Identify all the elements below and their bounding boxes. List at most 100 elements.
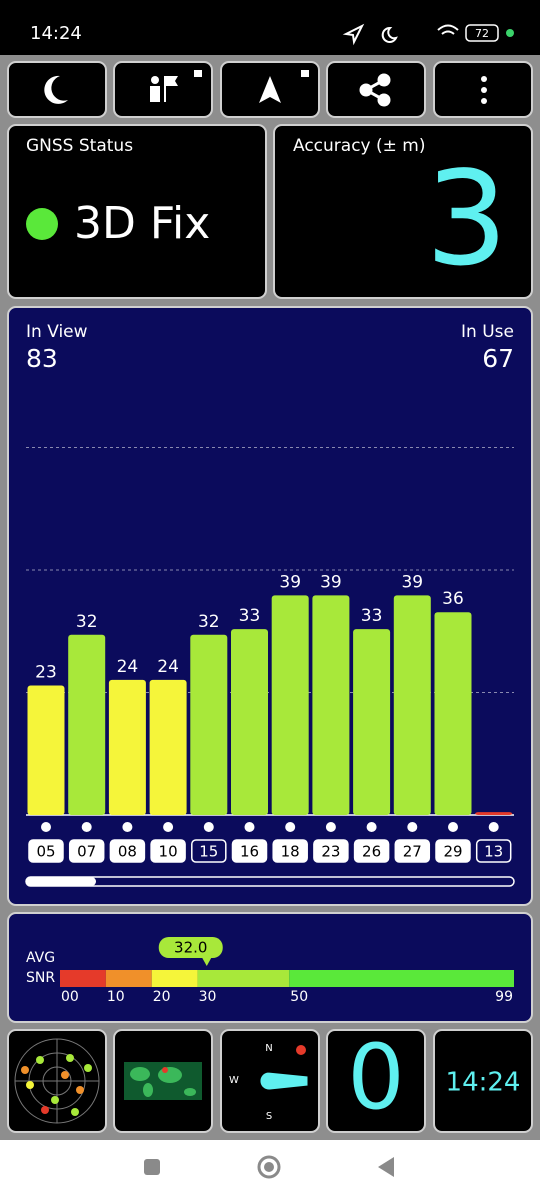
snr-tick-label: 30 [199,989,217,1005]
compass-n: N [265,1043,272,1054]
in-use-value: 67 [482,344,514,373]
snr-tick-label: 99 [495,989,513,1005]
nav-home-dot [264,1162,274,1172]
prn-label: 27 [403,843,422,861]
bar-label: 33 [361,606,383,626]
prn-box [191,839,227,863]
snr-tick-label: 10 [107,989,125,1005]
prn-label: 23 [321,843,340,861]
bar-label: 32 [76,612,98,632]
bar-label: 33 [239,606,261,626]
prn-box [435,839,471,863]
location-icon [342,23,365,46]
prn-box [394,839,431,863]
prn-box [475,839,512,863]
prn-box [353,839,390,863]
prn-label: 10 [159,843,178,861]
snr-label: SNR [26,970,55,986]
radar [14,1038,100,1124]
poi-button[interactable] [113,61,213,118]
bar-label: 39 [279,572,301,592]
compass-w: W [229,1075,239,1086]
accuracy-value: 3 [425,143,508,295]
bar [271,595,309,815]
bar-label: 32 [198,612,220,632]
navigate-icon [259,76,281,103]
prn-box [28,839,64,863]
in-view-value: 83 [26,344,58,373]
prn-label: 16 [240,843,259,861]
snr-bubble [158,937,223,958]
snr-pointer [201,957,212,966]
night-button[interactable] [7,61,107,118]
bar-label: 39 [320,572,342,592]
share-icon [359,73,391,107]
in-use-label: In Use [461,322,514,342]
prn-box [68,839,105,863]
satellite-dot [122,822,133,832]
prn-box [231,839,268,863]
accuracy-tile [273,124,533,299]
battery [465,24,499,42]
snr-band [60,970,106,987]
status-dot [506,29,514,37]
share-button[interactable] [326,61,426,118]
gnss-fix: 3D Fix [74,198,210,249]
gnss-title: GNSS Status [26,136,133,156]
nav-recents[interactable] [144,1159,160,1175]
snr-tick-label: 20 [153,989,171,1005]
prn-label: 15 [199,843,218,861]
prn-label: 18 [281,843,300,861]
prn-label: 07 [77,843,96,861]
satellite-dot [325,822,336,832]
prn-label: 08 [118,843,137,861]
gnss-status-tile [7,124,267,299]
bar [312,595,350,815]
satellite-dot [407,822,418,832]
satellite-dot [285,822,296,832]
wifi-icon [437,24,459,35]
fix-indicator [26,208,58,240]
menu-icon [481,76,487,104]
satellite-dot [488,822,499,832]
battery-level: 72 [475,27,489,40]
prn-box [272,839,308,863]
bar-label: 39 [401,572,423,592]
bar [353,629,391,815]
in-view-label: In View [26,322,88,342]
prn-label: 05 [36,843,55,861]
status-bar [0,0,540,55]
prn-label: 13 [484,843,503,861]
nav-back[interactable] [378,1157,394,1177]
speed-tile[interactable] [326,1029,426,1133]
snr-band [105,970,152,987]
person-flag-icon [150,70,202,102]
bar [393,595,431,815]
nav-home[interactable] [257,1155,281,1179]
radar-dots [21,1054,92,1116]
satellite-dot [163,822,174,832]
bar-label: 23 [35,662,57,682]
prn-box [109,839,146,863]
lock-icon [301,70,309,77]
scroll-thumb[interactable] [26,877,96,886]
prn-box [150,839,186,863]
snr-tile [7,912,533,1023]
satellite-dot [366,822,377,832]
prn-label: 26 [362,843,381,861]
moon-icon [44,75,68,104]
snr-value: 32.0 [174,939,207,957]
clock-tile[interactable] [433,1029,533,1133]
bar [27,685,65,815]
moon-icon [381,26,398,43]
snr-tick-label: 00 [61,989,79,1005]
snr-band [197,970,290,987]
satellite-dot [203,822,214,832]
bar [108,679,146,815]
status-time: 14:24 [30,23,82,44]
compass-marker [296,1045,306,1055]
bar [231,629,268,815]
snr-band [289,970,514,987]
